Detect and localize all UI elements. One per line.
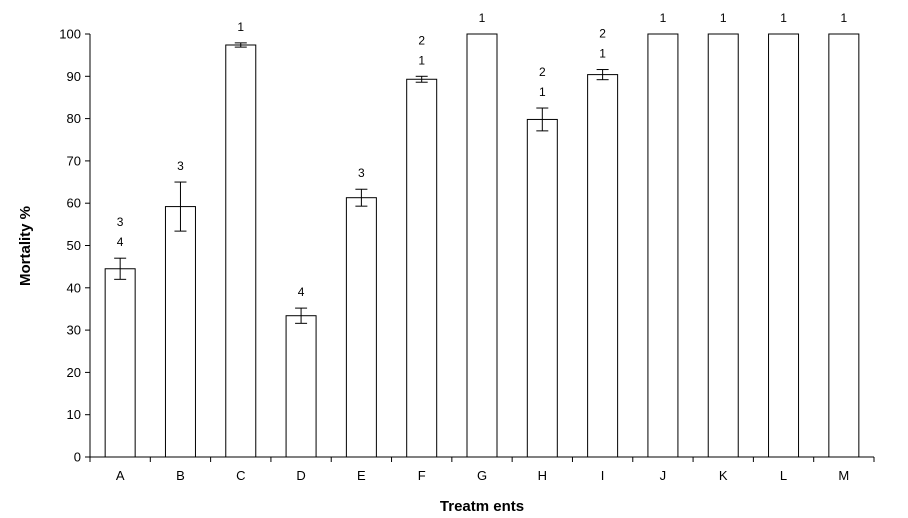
significance-label: 4: [298, 285, 305, 299]
y-tick-label: 80: [67, 111, 81, 126]
significance-label: 1: [479, 11, 486, 25]
y-axis: 0 10 20 30 40 50 60 70 80 90 100: [59, 27, 91, 465]
y-tick-label: 40: [67, 280, 81, 295]
bar: [164, 206, 196, 458]
x-axis-title: Treatm ents: [440, 498, 524, 515]
significance-label: 1: [599, 47, 606, 61]
y-tick-label: 30: [67, 323, 81, 338]
x-tick-label: D: [296, 468, 305, 483]
significance-label: 3: [358, 166, 365, 180]
bar: [707, 33, 739, 458]
x-tick-label: M: [838, 468, 849, 483]
bar: [768, 33, 800, 458]
bar: [647, 33, 679, 458]
x-tick-label: G: [477, 468, 487, 483]
x-tick-label: L: [780, 468, 787, 483]
x-tick-label: B: [176, 468, 185, 483]
significance-label: 1: [237, 20, 244, 34]
y-axis-title: Mortality %: [17, 206, 34, 286]
bar: [526, 118, 558, 458]
y-tick-label: 20: [67, 365, 81, 380]
bar: [466, 33, 498, 458]
significance-label: 1: [720, 11, 727, 25]
y-tick-label: 100: [59, 27, 81, 42]
y-tick-label: 50: [67, 238, 81, 253]
y-tick-label: 60: [67, 196, 81, 211]
bar: [285, 315, 317, 458]
significance-label: 4: [117, 235, 124, 249]
significance-label: 2: [539, 65, 546, 79]
y-tick-label: 70: [67, 153, 81, 168]
bar: [406, 78, 438, 458]
bar: [104, 268, 136, 458]
x-tick-label: C: [236, 468, 245, 483]
x-tick-label: I: [601, 468, 605, 483]
significance-label: 1: [780, 11, 787, 25]
y-tick-label: 10: [67, 407, 81, 422]
significance-label: 3: [177, 159, 184, 173]
significance-label: 2: [418, 33, 425, 47]
significance-label: 1: [418, 53, 425, 67]
x-tick-label: K: [719, 468, 728, 483]
bar: [587, 74, 619, 458]
x-tick-label: E: [357, 468, 366, 483]
bar: [345, 197, 377, 458]
bar: [828, 33, 860, 458]
significance-label: 1: [660, 11, 667, 25]
x-tick-label: A: [116, 468, 125, 483]
x-tick-label: F: [418, 468, 426, 483]
significance-label: 1: [841, 11, 848, 25]
y-tick-label: 90: [67, 69, 81, 84]
y-tick-label: 0: [74, 450, 81, 465]
x-tick-label: H: [538, 468, 547, 483]
x-axis: A B C D E F G H I J K L M: [89, 456, 875, 483]
significance-label: 2: [599, 27, 606, 41]
bar: [225, 44, 257, 458]
x-tick-label: J: [660, 468, 667, 483]
significance-label: 1: [539, 85, 546, 99]
significance-label: 3: [117, 215, 124, 229]
bars: 4 3 3 1 4 3 1 2 1 1 2 1 2 1 1 1 1: [104, 11, 860, 458]
